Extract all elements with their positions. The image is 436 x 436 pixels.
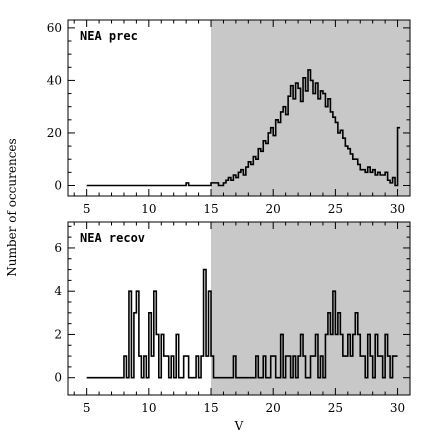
x-tick-label: 20 (266, 202, 281, 216)
x-tick-label: 10 (141, 202, 156, 216)
panel-label: NEA recov (80, 231, 145, 245)
panel-prec: 5 10 15 20 25 30 0 20 40 60 NEA prec (47, 19, 411, 216)
y-tick-label: 2 (54, 327, 62, 341)
x-tick-label: 15 (203, 401, 218, 415)
x-tick-label: 5 (83, 401, 91, 415)
y-axis-label: Number of occurences (5, 138, 19, 276)
x-tick-label: 30 (390, 202, 405, 216)
y-tick-label: 40 (47, 73, 62, 87)
y-tick-label: 20 (47, 126, 62, 140)
y-tick-labels: 0 20 40 60 (47, 21, 62, 193)
plot-frame (67, 221, 411, 396)
x-tick-labels: 5 10 15 20 25 30 (83, 401, 405, 415)
histogram-line (86, 69, 401, 187)
x-tick-label: 20 (266, 401, 281, 415)
x-tick-label: 15 (203, 202, 218, 216)
histogram-line (86, 268, 398, 379)
panel-recov: 5 10 15 20 25 30 0 2 4 6 NEA recov (54, 221, 411, 415)
x-tick-label: 5 (83, 202, 91, 216)
tick-marks (68, 222, 411, 395)
x-tick-label: 25 (328, 401, 343, 415)
y-tick-label: 4 (54, 284, 62, 298)
tick-marks (68, 20, 411, 196)
x-tick-label: 30 (390, 401, 405, 415)
x-axis-label: V (234, 419, 244, 433)
y-tick-label: 60 (47, 21, 62, 35)
y-tick-label: 6 (54, 241, 62, 255)
y-tick-labels: 0 2 4 6 (54, 241, 62, 385)
panel-label: NEA prec (80, 29, 138, 43)
x-tick-labels: 5 10 15 20 25 30 (83, 202, 405, 216)
plot-frame (67, 19, 411, 197)
shaded-region (211, 20, 410, 196)
y-tick-label: 0 (54, 178, 62, 192)
x-tick-label: 25 (328, 202, 343, 216)
y-tick-label: 0 (54, 371, 62, 385)
x-tick-label: 10 (141, 401, 156, 415)
